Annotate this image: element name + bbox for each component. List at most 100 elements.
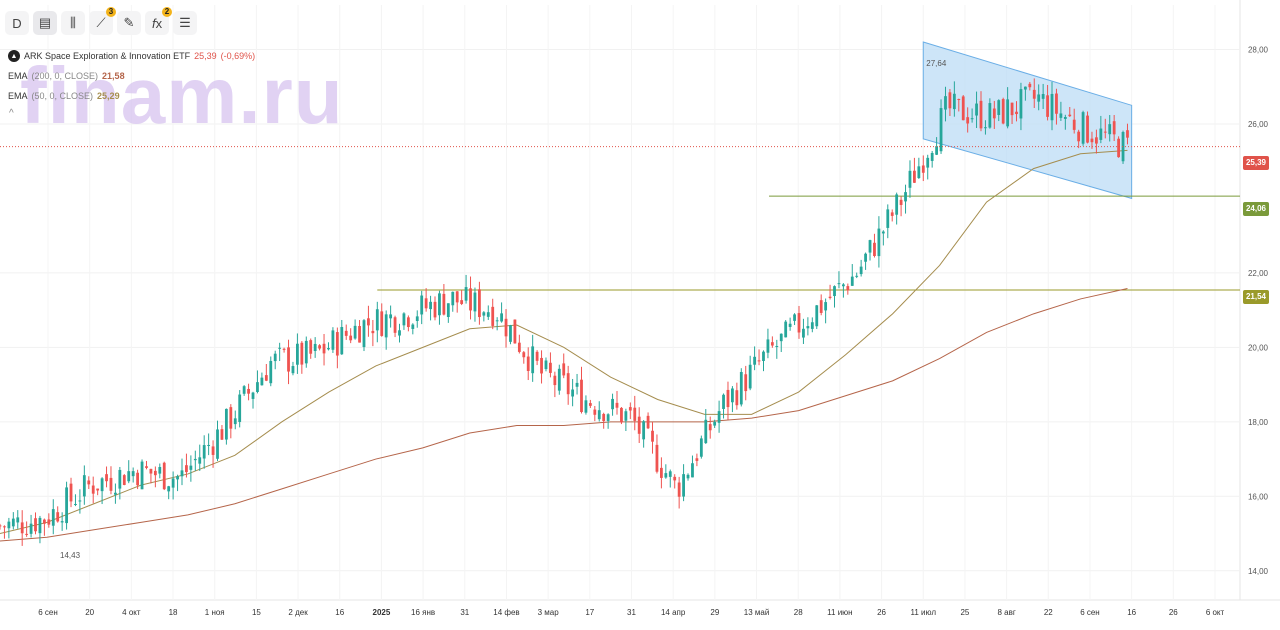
candle-body xyxy=(819,300,823,313)
candle-body xyxy=(970,118,974,120)
x-tick-label: 4 окт xyxy=(122,608,141,617)
x-tick-label: 1 ноя xyxy=(205,608,225,617)
candle-body xyxy=(269,360,273,384)
candle-body xyxy=(1099,128,1103,140)
interval-button[interactable]: D xyxy=(5,11,29,35)
candle-body xyxy=(189,465,193,470)
candle-body xyxy=(176,476,179,480)
pencil-button[interactable]: ✎ xyxy=(117,11,141,35)
candle-body xyxy=(864,253,867,262)
candle-body xyxy=(646,415,650,429)
candle-body xyxy=(398,330,401,336)
x-tick-label: 2 дек xyxy=(288,608,308,617)
candle-body xyxy=(424,298,428,309)
candle-body xyxy=(517,342,521,352)
candle-body xyxy=(677,482,681,497)
candle-body xyxy=(140,461,144,490)
x-tick-label: 25 xyxy=(960,608,969,617)
candle-body xyxy=(584,400,588,413)
candle-body xyxy=(806,326,810,329)
candle-body xyxy=(16,517,20,523)
y-tick-label: 26,00 xyxy=(1248,120,1269,129)
candle-body xyxy=(358,326,361,343)
candle-body xyxy=(686,474,690,479)
indicators-button[interactable]: fx 2 xyxy=(145,7,172,35)
ema50-row[interactable]: EMA (50, 0, CLOSE) 25,29 xyxy=(8,86,255,106)
candle-body xyxy=(531,346,535,374)
y-tick-label: 20,00 xyxy=(1248,343,1269,352)
upper-level-label: 24,06 xyxy=(1242,202,1269,216)
candle-body xyxy=(509,325,512,342)
x-tick-label: 16 xyxy=(335,608,344,617)
candle-body xyxy=(105,474,108,482)
x-tick-label: 20 xyxy=(85,608,94,617)
x-tick-label: 2025 xyxy=(373,608,391,617)
candle-body xyxy=(393,317,397,333)
candle-body xyxy=(628,407,632,411)
candle-body xyxy=(722,394,725,409)
candle-body xyxy=(198,457,202,464)
low-annotation: 14,43 xyxy=(60,551,81,560)
x-tick-label: 8 авг xyxy=(997,608,1015,617)
candle-body xyxy=(944,96,947,110)
candle-body xyxy=(60,521,64,523)
candle-body xyxy=(38,517,42,534)
ema200-label: EMA xyxy=(8,71,28,81)
candle-body xyxy=(797,313,801,333)
candle-body xyxy=(1063,117,1067,119)
collapse-legend-icon[interactable]: ^ xyxy=(9,108,14,119)
candle-body xyxy=(1059,113,1063,118)
candle-body xyxy=(438,293,441,316)
x-tick-label: 14 фев xyxy=(493,608,519,617)
candle-body xyxy=(473,292,477,312)
lower-level-label: 21,54 xyxy=(1242,290,1269,304)
candle-body xyxy=(1037,94,1041,102)
x-tick-label: 28 xyxy=(794,608,803,617)
candle-body xyxy=(766,339,770,353)
line-tool-icon: ⟋ xyxy=(96,15,106,30)
symbol-row: ▲ ARK Space Exploration & Innovation ETF… xyxy=(8,46,255,66)
candle-body xyxy=(691,463,694,478)
candle-body xyxy=(841,284,845,287)
candle-body xyxy=(642,421,646,440)
candle-body xyxy=(109,477,113,491)
candle-body xyxy=(42,519,46,524)
candle-body xyxy=(264,375,268,381)
candle-body xyxy=(1112,121,1116,135)
indicators-count-badge: 2 xyxy=(162,7,172,17)
candle-body xyxy=(1028,83,1032,88)
candle-body xyxy=(25,533,29,535)
ema200-row[interactable]: EMA (200, 0, CLOSE) 21,58 xyxy=(8,66,255,86)
chart-type-button[interactable]: ▤ xyxy=(33,11,57,35)
y-tick-label: 28,00 xyxy=(1248,45,1269,54)
drawing-tools-button[interactable]: ⟋ 3 xyxy=(89,7,116,35)
candle-body xyxy=(682,474,685,497)
candle-body xyxy=(620,407,623,423)
settings-button[interactable]: ☰ xyxy=(173,11,197,35)
candles-button[interactable]: ⫼ xyxy=(61,11,85,35)
ema200-value: 21,58 xyxy=(102,71,125,81)
candle-body xyxy=(1090,138,1094,143)
candle-body xyxy=(673,476,677,481)
x-tick-label: 31 xyxy=(460,608,469,617)
candle-body xyxy=(979,100,983,129)
candle-body xyxy=(433,301,437,318)
candle-body xyxy=(624,411,628,421)
last-price-label: 25,39 xyxy=(1242,156,1269,170)
candle-body xyxy=(251,392,255,399)
x-tick-label: 3 мар xyxy=(538,608,560,617)
candle-body xyxy=(384,314,388,338)
candle-body xyxy=(278,347,282,349)
candle-body xyxy=(1010,102,1014,116)
x-tick-label: 26 xyxy=(1169,608,1178,617)
candle-body xyxy=(118,469,122,489)
candle-body xyxy=(145,466,148,468)
candle-body xyxy=(1032,89,1036,99)
candle-body xyxy=(708,424,712,431)
candle-body xyxy=(699,438,703,457)
candle-body xyxy=(739,372,743,405)
candle-body xyxy=(167,486,171,492)
candle-body xyxy=(340,327,344,355)
candle-body xyxy=(51,509,55,526)
